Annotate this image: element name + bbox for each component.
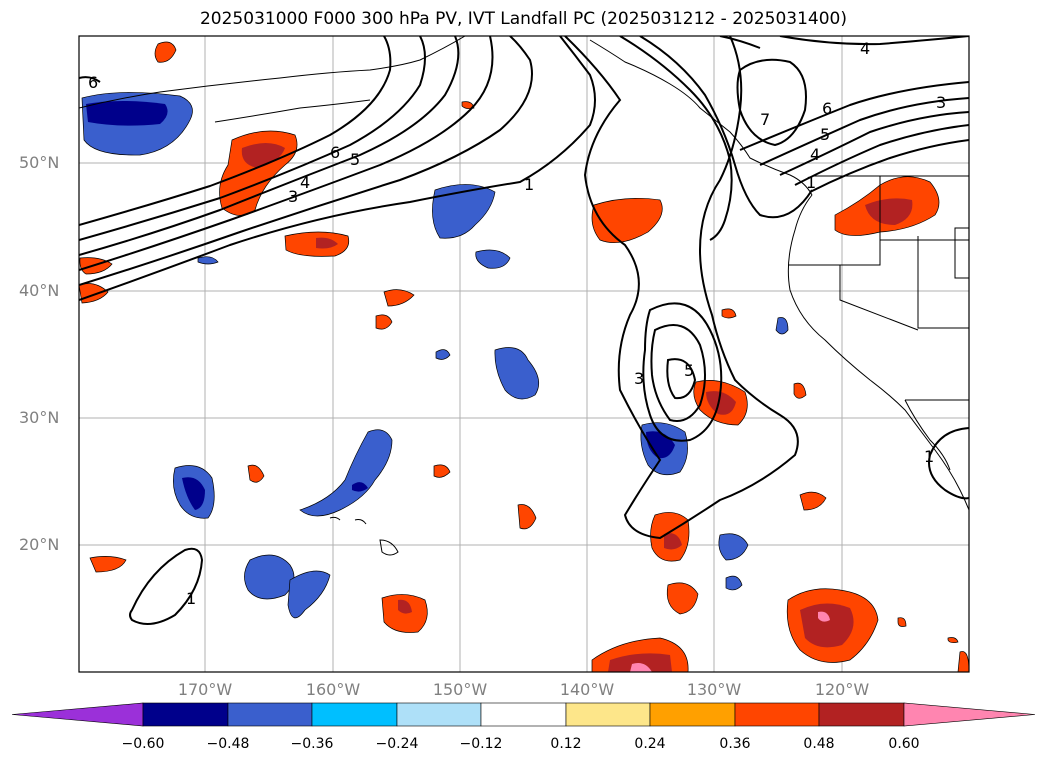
colorbar-tick-label: −0.36 bbox=[290, 736, 334, 752]
contour-label: 5 bbox=[350, 150, 360, 169]
colorbar-segment bbox=[142, 702, 229, 727]
colorbar-segment bbox=[227, 702, 313, 727]
colorbar-tick-label: 0.48 bbox=[803, 736, 835, 752]
lon-label: 170°W bbox=[177, 680, 233, 699]
pv-anomaly-shading bbox=[79, 41, 969, 672]
colorbar-tick-label: −0.60 bbox=[121, 736, 165, 752]
contour-label: 1 bbox=[524, 175, 534, 194]
lat-label: 40°N bbox=[19, 281, 60, 300]
colorbar-tick-label: 0.36 bbox=[719, 736, 751, 752]
lon-label: 120°W bbox=[814, 680, 870, 699]
contour-label: 3 bbox=[634, 369, 644, 388]
contour-labels: 1 3 4 5 6 1 3 5 7 6 5 4 3 4 1 1 6 bbox=[88, 39, 946, 608]
plot-frame bbox=[78, 35, 970, 673]
gridlines bbox=[79, 36, 969, 672]
lon-label: 160°W bbox=[305, 680, 361, 699]
colorbar-tick-label: −0.24 bbox=[375, 736, 419, 752]
colorbar-segment bbox=[903, 702, 1036, 727]
lon-label: 150°W bbox=[432, 680, 488, 699]
contour-label: 5 bbox=[820, 125, 830, 144]
colorbar-segment bbox=[396, 702, 482, 727]
colorbar-tick-label: −0.48 bbox=[206, 736, 250, 752]
contour-label: 4 bbox=[860, 39, 870, 58]
colorbar-segment bbox=[11, 702, 144, 727]
colorbar-tick-label: 0.60 bbox=[888, 736, 920, 752]
contour-label: 1 bbox=[924, 447, 934, 466]
contour-label: 3 bbox=[936, 93, 946, 112]
colorbar-tick-label: 0.12 bbox=[550, 736, 582, 752]
contour-label: 6 bbox=[330, 143, 340, 162]
contour-label: 6 bbox=[88, 73, 98, 92]
colorbar bbox=[11, 702, 1036, 727]
ivt-contours bbox=[79, 36, 969, 625]
contour-label: 3 bbox=[288, 187, 298, 206]
lat-label: 50°N bbox=[19, 153, 60, 172]
map-title: 2025031000 F000 300 hPa PV, IVT Landfall… bbox=[199, 9, 847, 29]
contour-label: 6 bbox=[822, 99, 832, 118]
colorbar-segment bbox=[311, 702, 398, 727]
colorbar-segment bbox=[734, 702, 820, 727]
contour-label: 5 bbox=[684, 361, 694, 380]
contour-label: 4 bbox=[300, 173, 310, 192]
colorbar-tick-label: −0.12 bbox=[459, 736, 503, 752]
lat-label: 30°N bbox=[19, 408, 60, 427]
colorbar-segment bbox=[565, 702, 651, 727]
pv-positive-blobs bbox=[79, 41, 969, 672]
contour-label: 1 bbox=[186, 589, 196, 608]
lon-label: 140°W bbox=[559, 680, 615, 699]
contour-label: 1 bbox=[806, 173, 816, 192]
contour-label: 4 bbox=[810, 145, 820, 164]
coastlines bbox=[79, 36, 969, 556]
colorbar-segment bbox=[480, 702, 567, 727]
lon-label: 130°W bbox=[686, 680, 742, 699]
lat-label: 20°N bbox=[19, 535, 60, 554]
contour-label: 7 bbox=[760, 110, 770, 129]
colorbar-segment bbox=[649, 702, 736, 727]
colorbar-tick-label: 0.24 bbox=[634, 736, 666, 752]
colorbar-segment bbox=[818, 702, 905, 727]
